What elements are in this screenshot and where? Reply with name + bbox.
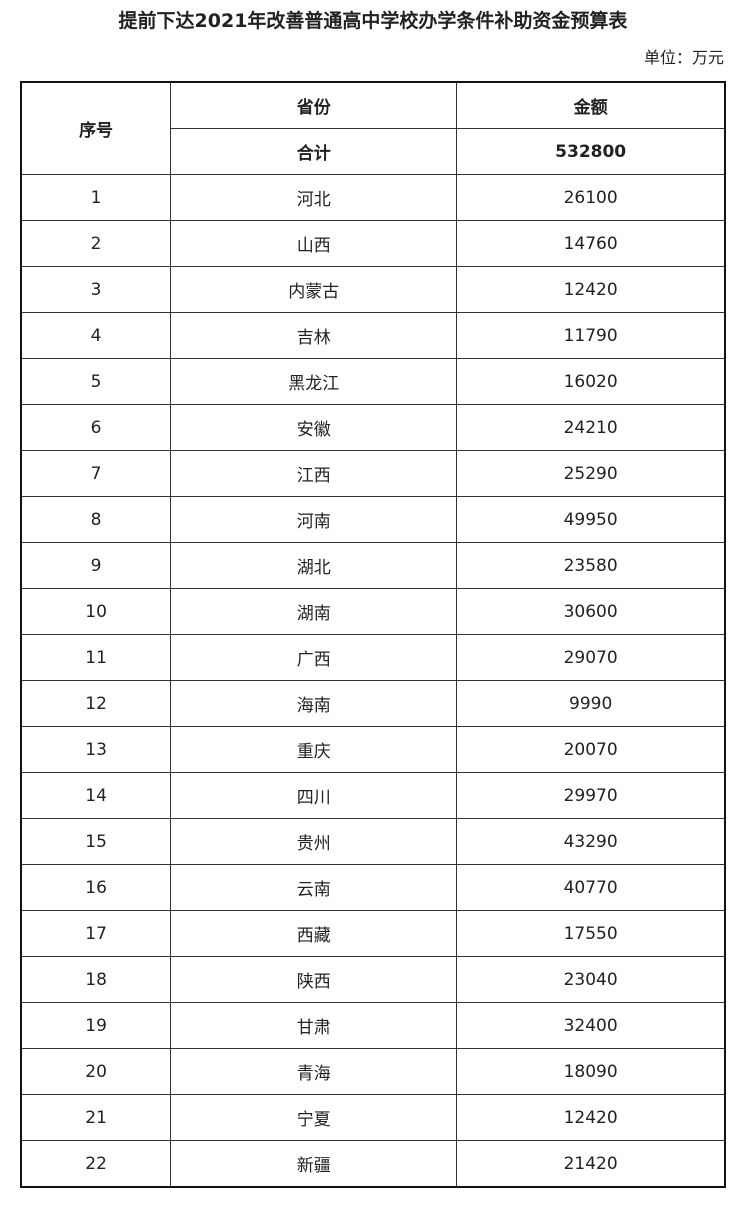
row-index: 12	[20, 680, 172, 727]
row-amount: 43290	[456, 818, 726, 865]
row-amount: 25290	[456, 450, 726, 497]
table-row: 3 内蒙古 12420	[20, 266, 726, 313]
row-index: 1	[20, 174, 172, 221]
row-province: 陕西	[170, 956, 458, 1003]
row-index: 3	[20, 266, 172, 313]
row-amount: 9990	[456, 680, 726, 727]
row-index: 5	[20, 358, 172, 405]
table-row: 6 安徽 24210	[20, 404, 726, 451]
row-index: 4	[20, 312, 172, 359]
row-province: 青海	[170, 1048, 458, 1095]
row-province: 河北	[170, 174, 458, 221]
row-province: 西藏	[170, 910, 458, 957]
row-province: 宁夏	[170, 1094, 458, 1141]
table-row: 17 西藏 17550	[20, 910, 726, 957]
table-row: 8 河南 49950	[20, 496, 726, 543]
row-amount: 40770	[456, 864, 726, 911]
row-amount: 23580	[456, 542, 726, 589]
row-amount: 21420	[456, 1140, 726, 1188]
row-province: 湖南	[170, 588, 458, 635]
total-amount: 532800	[456, 128, 726, 175]
row-province: 内蒙古	[170, 266, 458, 313]
row-index: 13	[20, 726, 172, 773]
row-province: 山西	[170, 220, 458, 267]
row-amount: 26100	[456, 174, 726, 221]
row-index: 17	[20, 910, 172, 957]
row-index: 18	[20, 956, 172, 1003]
table-row: 11 广西 29070	[20, 634, 726, 681]
row-index: 10	[20, 588, 172, 635]
table-row: 10 湖南 30600	[20, 588, 726, 635]
row-amount: 14760	[456, 220, 726, 267]
row-amount: 23040	[456, 956, 726, 1003]
row-index: 7	[20, 450, 172, 497]
row-amount: 30600	[456, 588, 726, 635]
table-row: 13 重庆 20070	[20, 726, 726, 773]
row-amount: 29070	[456, 634, 726, 681]
row-province: 吉林	[170, 312, 458, 359]
table-row: 1 河北 26100	[20, 174, 726, 221]
row-province: 安徽	[170, 404, 458, 451]
row-province: 四川	[170, 772, 458, 819]
row-amount: 29970	[456, 772, 726, 819]
table-row: 18 陕西 23040	[20, 956, 726, 1003]
row-amount: 49950	[456, 496, 726, 543]
table-row: 12 海南 9990	[20, 680, 726, 727]
table-row: 20 青海 18090	[20, 1048, 726, 1095]
row-amount: 20070	[456, 726, 726, 773]
total-label: 合计	[170, 128, 458, 175]
row-index: 20	[20, 1048, 172, 1095]
row-province: 江西	[170, 450, 458, 497]
table-row: 16 云南 40770	[20, 864, 726, 911]
header-row: 序号 省份 金额	[20, 81, 726, 175]
table-row: 2 山西 14760	[20, 220, 726, 267]
unit-label: 单位：万元	[643, 48, 724, 67]
budget-table: 序号 省份 金额 合计 532800 1 河北 26100 2 山西 14760 3 内蒙古 1…	[20, 81, 726, 1188]
row-amount: 18090	[456, 1048, 726, 1095]
table-row: 19 甘肃 32400	[20, 1002, 726, 1049]
row-province: 广西	[170, 634, 458, 681]
row-amount: 16020	[456, 358, 726, 405]
row-index: 8	[20, 496, 172, 543]
row-index: 22	[20, 1140, 172, 1188]
row-amount: 11790	[456, 312, 726, 359]
row-index: 14	[20, 772, 172, 819]
table-row: 4 吉林 11790	[20, 312, 726, 359]
row-amount: 17550	[456, 910, 726, 957]
row-province: 新疆	[170, 1140, 458, 1188]
row-index: 6	[20, 404, 172, 451]
row-province: 河南	[170, 496, 458, 543]
table-row: 7 江西 25290	[20, 450, 726, 497]
document-title: 提前下达2021年改善普通高中学校办学条件补助资金预算表	[118, 10, 628, 32]
table-row: 15 贵州 43290	[20, 818, 726, 865]
row-index: 15	[20, 818, 172, 865]
row-province: 重庆	[170, 726, 458, 773]
row-index: 19	[20, 1002, 172, 1049]
row-amount: 12420	[456, 1094, 726, 1141]
row-province: 湖北	[170, 542, 458, 589]
table-row: 5 黑龙江 16020	[20, 358, 726, 405]
header-province: 省份	[170, 81, 458, 129]
header-index: 序号	[20, 81, 172, 175]
total-row: 合计 532800	[21, 128, 726, 175]
table-row: 14 四川 29970	[20, 772, 726, 819]
row-province: 贵州	[170, 818, 458, 865]
row-amount: 24210	[456, 404, 726, 451]
row-index: 9	[20, 542, 172, 589]
table-row: 22 新疆 21420	[20, 1140, 726, 1188]
row-index: 21	[20, 1094, 172, 1141]
table-row: 9 湖北 23580	[20, 542, 726, 589]
row-index: 2	[20, 220, 172, 267]
table-row: 21 宁夏 12420	[20, 1094, 726, 1141]
row-province: 云南	[170, 864, 458, 911]
row-province: 甘肃	[170, 1002, 458, 1049]
header-amount: 金额	[456, 81, 726, 129]
row-amount: 12420	[456, 266, 726, 313]
row-province: 黑龙江	[170, 358, 458, 405]
row-amount: 32400	[456, 1002, 726, 1049]
row-index: 11	[20, 634, 172, 681]
row-province: 海南	[170, 680, 458, 727]
row-index: 16	[20, 864, 172, 911]
